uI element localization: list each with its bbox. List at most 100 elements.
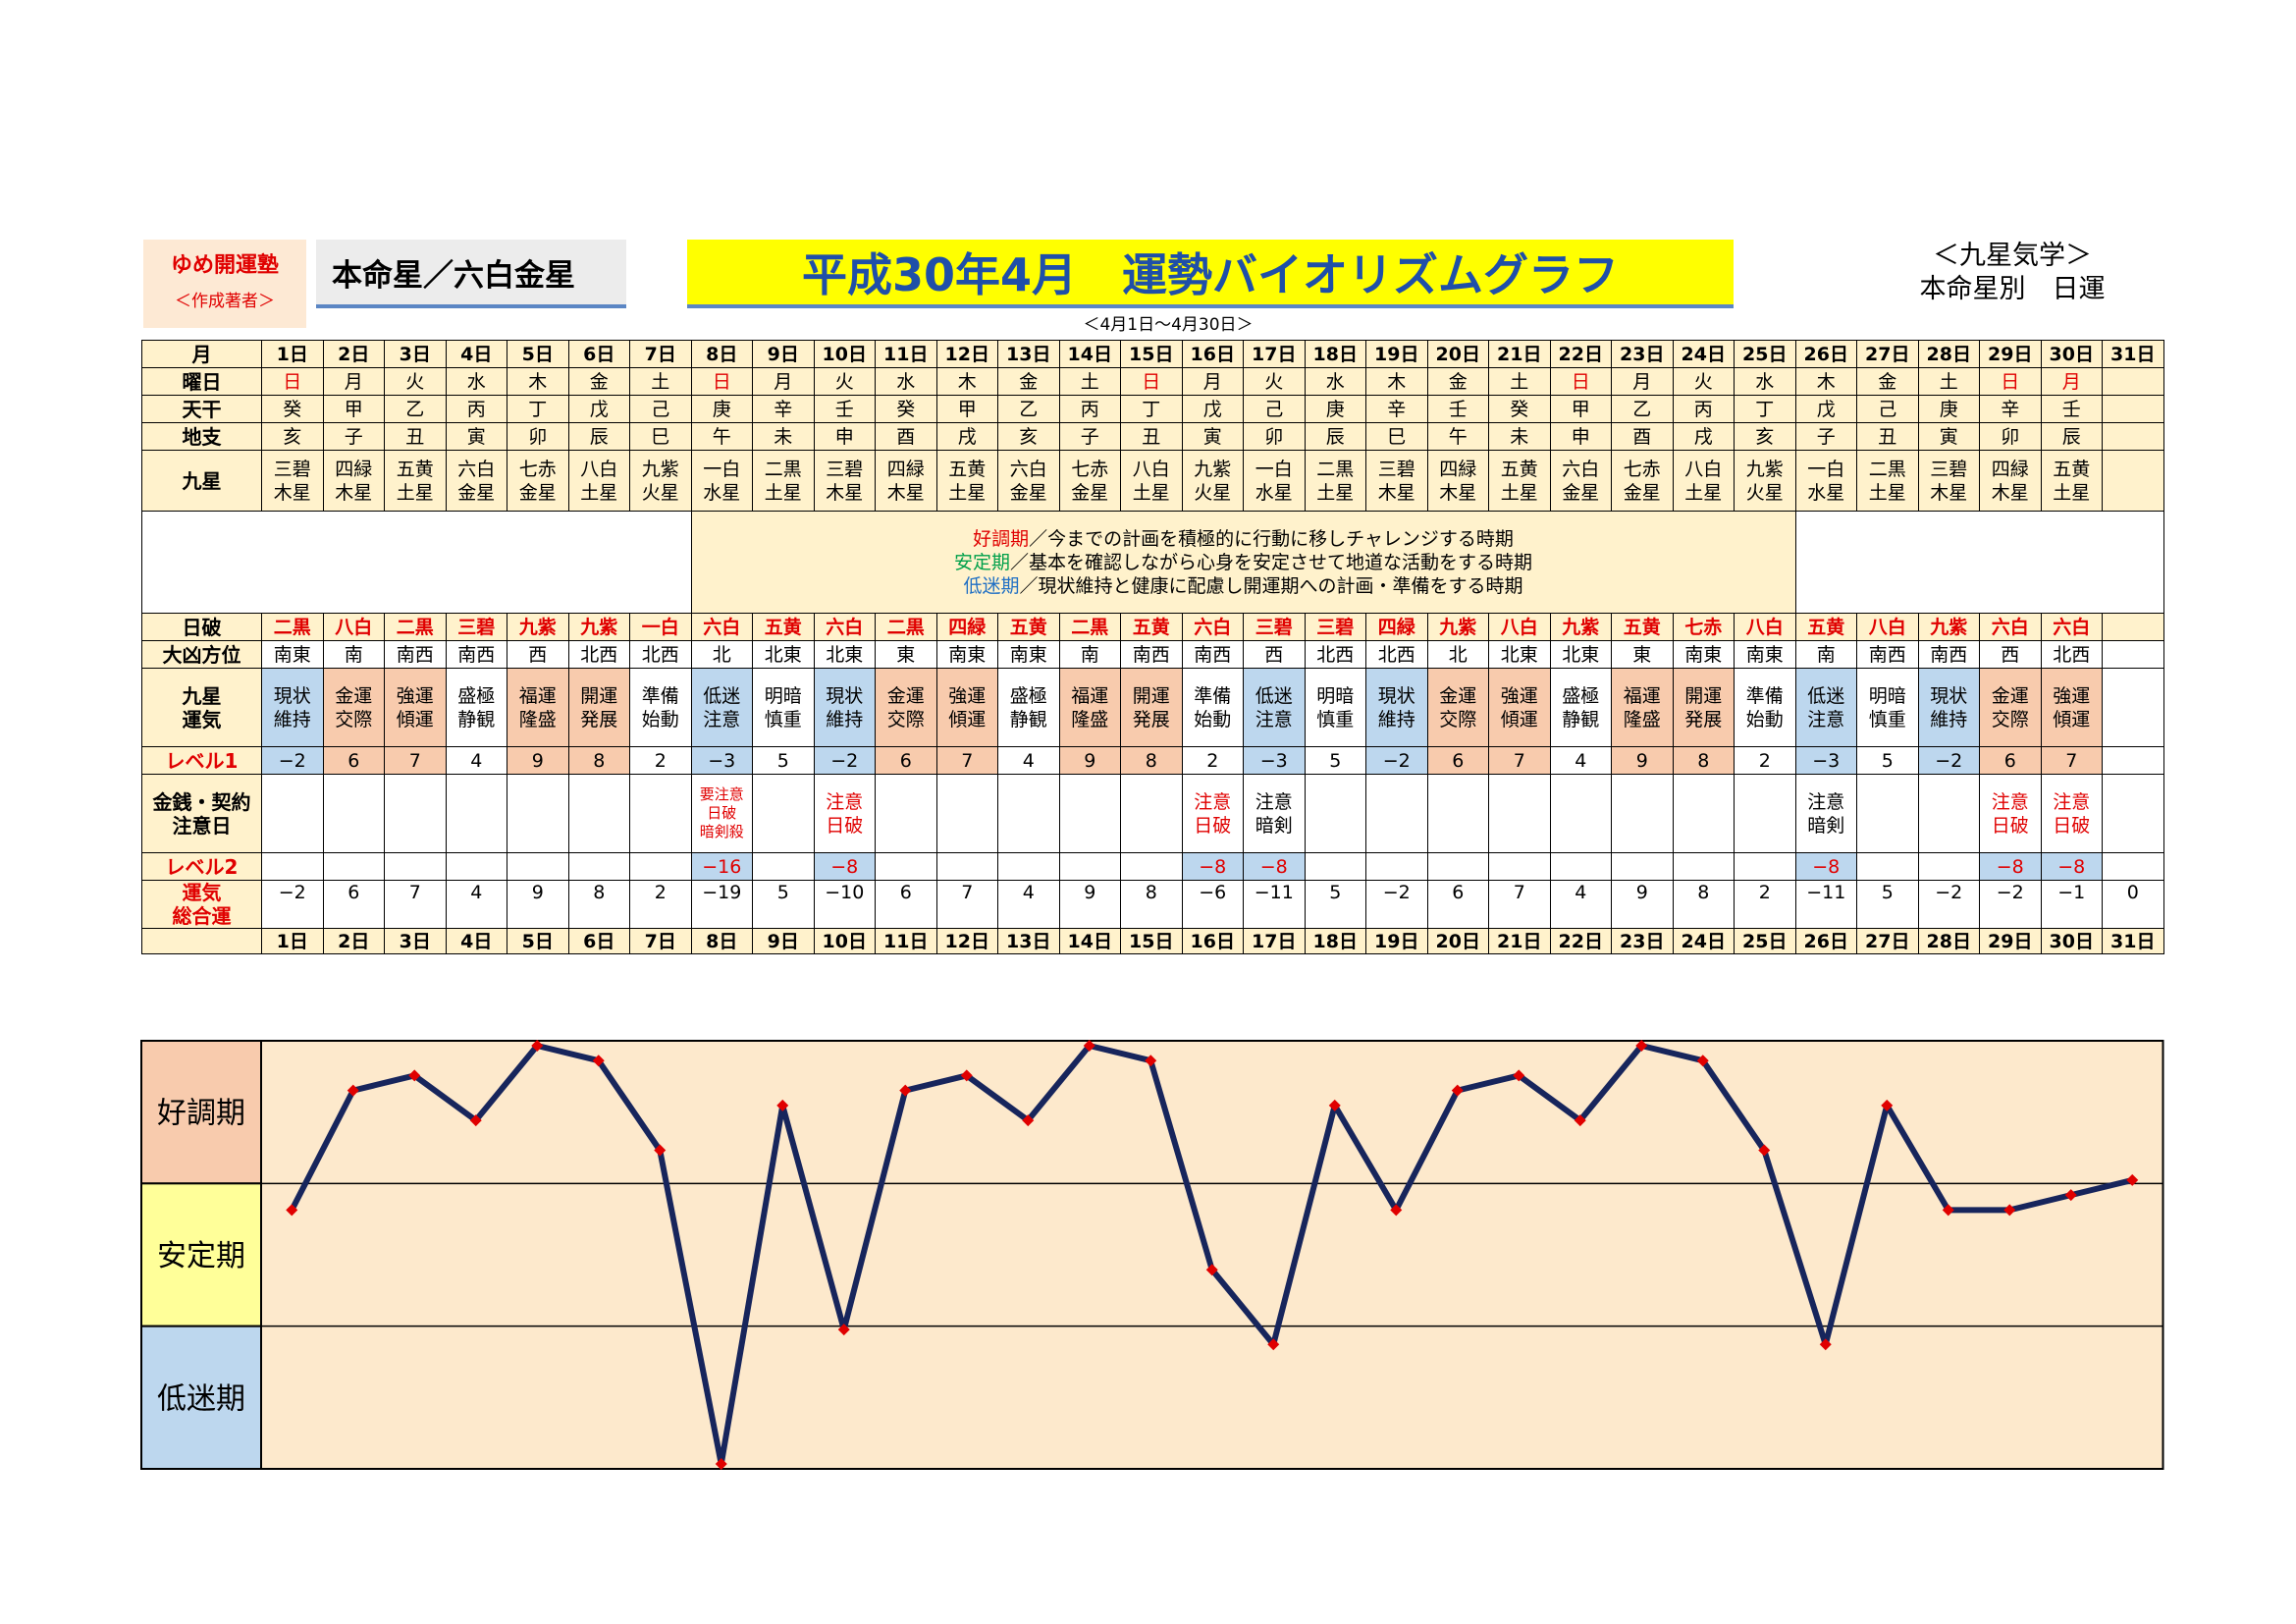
weekdays-cell: 日 (1120, 367, 1183, 396)
weekdays-cell: 木 (507, 367, 569, 396)
unki-cell: 現状 維持 (1917, 668, 1980, 747)
kyusei-cell: 七赤 金星 (1058, 450, 1121, 512)
data-point (1942, 1204, 1954, 1217)
unki-cell: 低迷 注意 (1794, 668, 1857, 747)
weekdays-cell: 木 (935, 367, 998, 396)
total-cell: 8 (1120, 880, 1183, 929)
caution-cell (1058, 774, 1121, 853)
nippa-cell: 六白 (690, 613, 753, 641)
caution-cell (322, 774, 385, 853)
kyusei-cell: 八白 土星 (1120, 450, 1183, 512)
days-cell: 20日 (1426, 928, 1489, 954)
row-label-caution: 金銭・契約 注意日 (141, 774, 262, 853)
nippa-cell: 五黄 (1120, 613, 1183, 641)
caution-cell (567, 774, 630, 853)
days-cell: 8日 (690, 928, 753, 954)
unki-cell: 金運 交際 (322, 668, 385, 747)
weekdays-cell: 月 (2040, 367, 2103, 396)
weekdays-cell: 金 (1856, 367, 1919, 396)
weekdays-cell: 日 (690, 367, 753, 396)
chishi-cell (2102, 422, 2164, 451)
days-cell: 14日 (1058, 340, 1121, 368)
caution-cell (935, 774, 998, 853)
days-cell: 7日 (629, 928, 692, 954)
row-label-total: 運気 総合運 (141, 880, 262, 929)
days-cell: 30日 (2040, 928, 2103, 954)
band-label: 安定期 (157, 1239, 245, 1273)
days-cell: 27日 (1856, 928, 1919, 954)
days-cell: 4日 (445, 340, 507, 368)
days-cell: 12日 (935, 928, 998, 954)
data-point (2126, 1173, 2139, 1186)
author-name: ゆめ開運塾 (170, 253, 279, 278)
weekdays-cell: 水 (445, 367, 507, 396)
weekdays-cell: 金 (997, 367, 1060, 396)
kyusei-cell (2102, 450, 2164, 512)
chishi-cell: 辰 (2040, 422, 2103, 451)
kyusei-cell: 二黒 土星 (752, 450, 815, 512)
daikyo-cell: 北東 (1549, 640, 1612, 669)
band-label: 好調期 (157, 1097, 245, 1131)
unki-cell: 開運 発展 (1120, 668, 1183, 747)
days-cell: 15日 (1120, 340, 1183, 368)
tenkan-cell: 丙 (1672, 395, 1735, 423)
row-total: 運気 総合運 −2 6 7 4 9 8 2 −19 5 −10 6 7 4 9 8 −6 −11 5 −2 6 7 4 9 8 2−… (141, 880, 2164, 929)
caution-cell (875, 774, 937, 853)
unki-cell: 準備 始動 (629, 668, 692, 747)
data-point (1083, 1040, 1095, 1052)
chishi-cell: 亥 (1734, 422, 1796, 451)
data-point (960, 1069, 973, 1082)
days-cell: 30日 (2040, 340, 2103, 368)
kyusei-cell: 八白 土星 (567, 450, 630, 512)
nippa-cell: 八白 (1734, 613, 1796, 641)
row-unki: 九星 運気 現状 維持 金運 交際 強運 傾運 盛極 静観 福運 隆盛 開運 発展 準備 始動 低迷 注意 明暗 慎重… (141, 668, 2164, 747)
chishi-cell: 寅 (1917, 422, 1980, 451)
level2-cell: −8 (813, 852, 876, 881)
total-cell: 9 (1611, 880, 1674, 929)
days-cell: 28日 (1917, 340, 1980, 368)
chishi-cell: 子 (1058, 422, 1121, 451)
days-cell: 17日 (1243, 340, 1306, 368)
caution-cell: 要注意 日破 暗剣殺 (690, 774, 753, 853)
caution-cell (445, 774, 507, 853)
days-cell: 10日 (813, 928, 876, 954)
nippa-cell: 九紫 (1549, 613, 1612, 641)
days-cell: 9日 (752, 928, 815, 954)
weekdays-cell: 月 (752, 367, 815, 396)
legend-term: 好調期 (973, 527, 1030, 550)
level1-cell: 6 (1979, 746, 2042, 775)
row-month: 月 1日 2日 3日 4日 5日 6日 7日 8日 9日 10日 11日 12日 13日 14日 15日 16日… (141, 340, 2164, 368)
caution-cell (1549, 774, 1612, 853)
plot-area (260, 1040, 2164, 1470)
unki-cell: 盛極 静観 (445, 668, 507, 747)
legend-item: 好調期／今までの計画を積極的に行動に移しチャレンジする時期 (692, 527, 1794, 551)
level1-cell: −2 (261, 746, 324, 775)
data-point (1022, 1114, 1035, 1127)
weekdays-cell: 火 (1243, 367, 1306, 396)
level2-cell: −8 (1979, 852, 2042, 881)
weekdays-cell: 月 (1181, 367, 1244, 396)
data-point (469, 1114, 482, 1127)
total-cell: −1 (2040, 880, 2103, 929)
legend: 好調期／今までの計画を積極的に行動に移しチャレンジする時期 安定期／基本を確認しな… (690, 511, 1796, 614)
days-cell: 18日 (1304, 928, 1366, 954)
level2-cell (2102, 852, 2164, 881)
unki-cell: 強運 傾運 (2040, 668, 2103, 747)
chishi-cell: 寅 (1181, 422, 1244, 451)
weekdays-cell: 木 (1365, 367, 1428, 396)
tenkan-cell: 壬 (813, 395, 876, 423)
days-cell: 10日 (813, 340, 876, 368)
legend-text: ／今までの計画を積極的に行動に移しチャレンジする時期 (1029, 527, 1514, 550)
total-cell: 6 (875, 880, 937, 929)
level1-cell: 8 (567, 746, 630, 775)
chishi-cell: 辰 (1304, 422, 1366, 451)
level2-cell (629, 852, 692, 881)
data-point (1881, 1099, 1894, 1111)
row-legend: 好調期／今までの計画を積極的に行動に移しチャレンジする時期 安定期／基本を確認しな… (141, 511, 2164, 614)
tenkan-cell: 己 (629, 395, 692, 423)
data-point (837, 1324, 850, 1336)
days-cell: 9日 (752, 340, 815, 368)
tenkan-cell: 丙 (1058, 395, 1121, 423)
days-cell: 12日 (935, 340, 998, 368)
nippa-cell: 五黄 (997, 613, 1060, 641)
